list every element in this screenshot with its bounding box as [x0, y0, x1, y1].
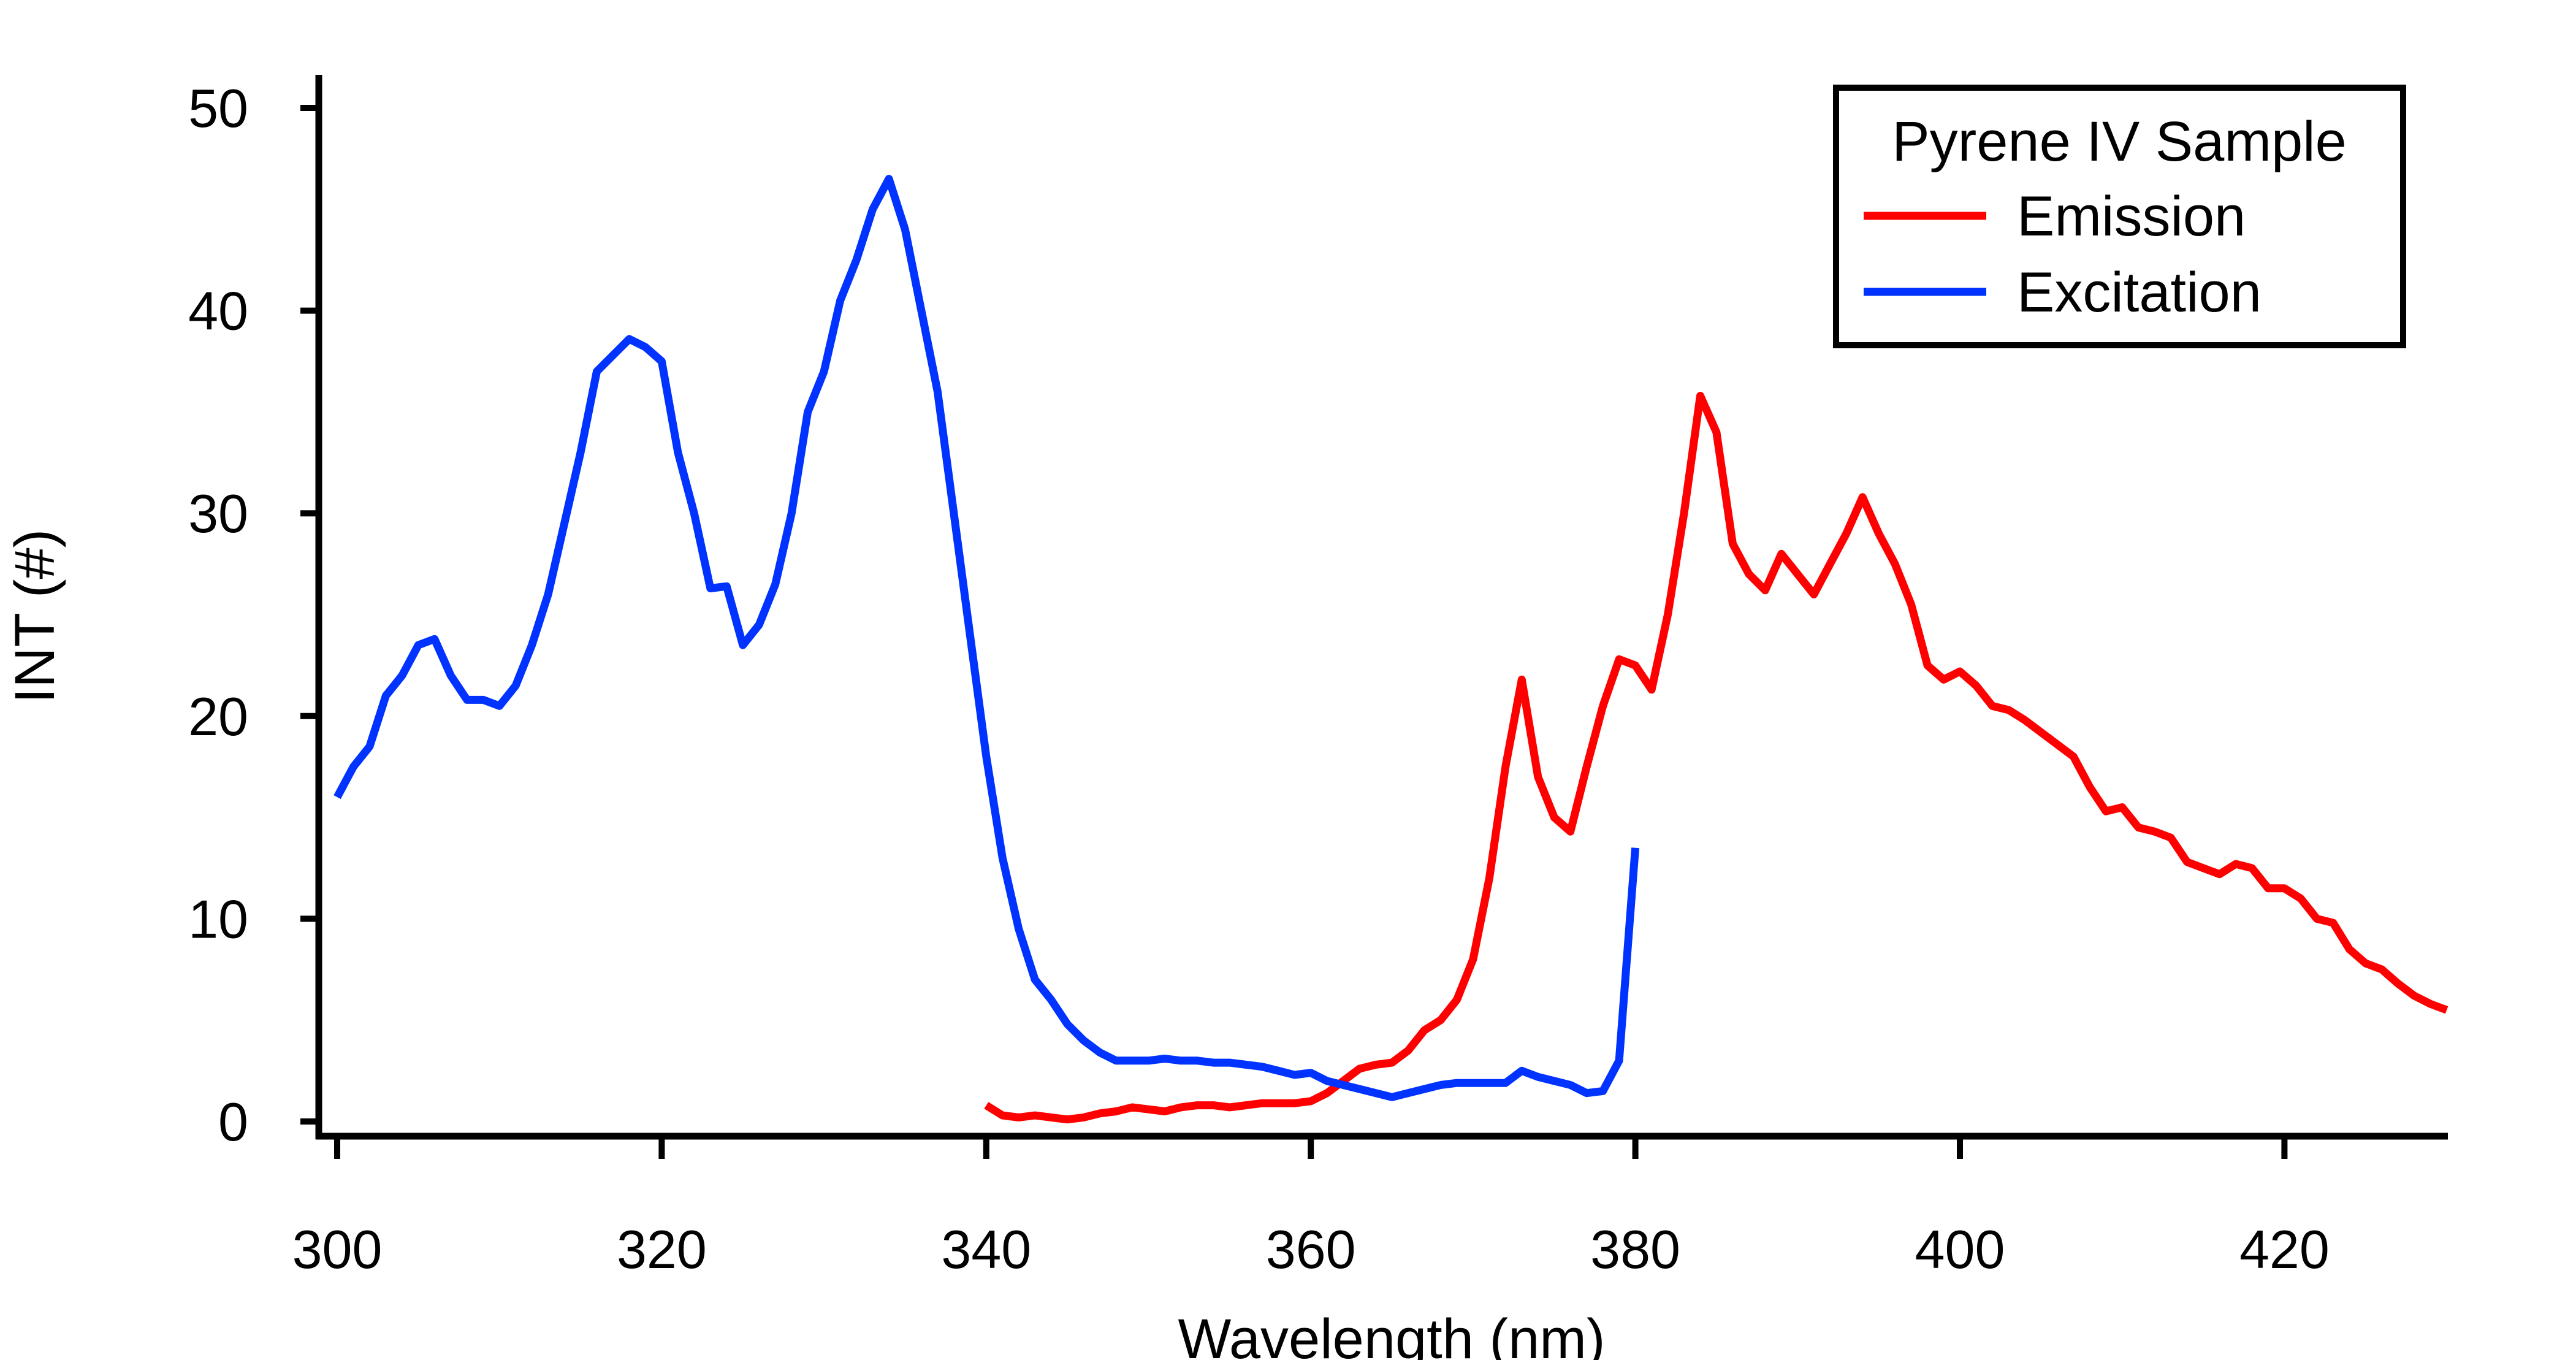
- x-tick-label: 320: [617, 1219, 707, 1280]
- y-axis-title: INT (#): [4, 529, 66, 704]
- y-tick-label: 10: [188, 888, 248, 949]
- x-axis-title: Wavelength (nm): [1178, 1308, 1605, 1360]
- y-tick-label: 0: [218, 1091, 248, 1152]
- legend-label-excitation: Excitation: [2017, 261, 2262, 324]
- y-ticks: 0 10 20 30 40 50: [188, 78, 319, 1152]
- legend: Pyrene IV Sample Emission Excitation: [1833, 85, 2406, 348]
- series-line-excitation: [333, 175, 1640, 1101]
- y-tick-label: 30: [188, 483, 248, 544]
- legend-label-emission: Emission: [2017, 185, 2246, 248]
- series-layer: [333, 175, 2448, 1124]
- x-tick-label: 420: [2239, 1219, 2330, 1280]
- x-tick-label: 400: [1915, 1219, 2005, 1280]
- x-tick-label: 340: [941, 1219, 1031, 1280]
- x-tick-label: 360: [1266, 1219, 1356, 1280]
- series-line-emission: [984, 392, 2448, 1124]
- x-tick-label: 300: [292, 1219, 383, 1280]
- y-tick-label: 40: [188, 281, 248, 342]
- legend-title: Pyrene IV Sample: [1892, 110, 2346, 173]
- y-tick-label: 20: [188, 686, 248, 747]
- y-tick-label: 50: [188, 78, 248, 139]
- x-tick-label: 380: [1590, 1219, 1680, 1280]
- x-ticks: 300 320 340 360 380 400 420: [292, 1136, 2330, 1280]
